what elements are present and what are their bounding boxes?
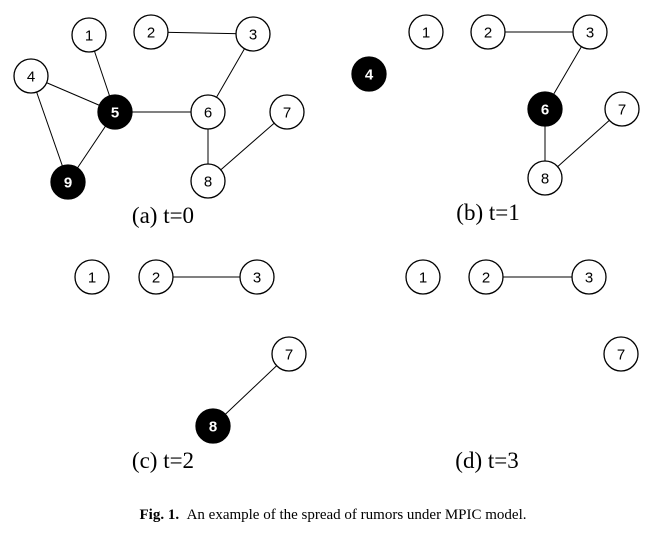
node-7: 7 <box>603 336 639 372</box>
node-label: 2 <box>484 25 492 42</box>
node-label: 4 <box>27 69 35 86</box>
node-1: 1 <box>71 17 107 53</box>
node-circle <box>235 16 271 52</box>
node-circle <box>190 94 226 130</box>
figure-caption: Fig. 1. An example of the spread of rumo… <box>0 507 666 524</box>
node-circle <box>468 259 504 295</box>
node-label: 1 <box>88 270 96 287</box>
panel-2: 1 2 3 4 6 7 8 (b) t=1 <box>351 14 640 225</box>
node-3: 3 <box>571 259 607 295</box>
node-label: 5 <box>111 105 119 122</box>
node-circle <box>239 259 275 295</box>
node-circle <box>572 14 608 50</box>
node-1: 1 <box>74 259 110 295</box>
node-label: 2 <box>147 25 155 42</box>
node-label: 8 <box>209 419 217 436</box>
node-circle <box>405 259 441 295</box>
node-circle <box>271 336 307 372</box>
node-circle <box>74 259 110 295</box>
node-label: 1 <box>422 25 430 42</box>
node-label: 6 <box>541 102 549 119</box>
node-label: 6 <box>204 105 212 122</box>
node-circle <box>604 91 640 127</box>
panel-label: (b) t=1 <box>456 200 519 225</box>
node-label: 7 <box>285 347 293 364</box>
rumor-spread-figure: 1 2 3 4 5 6 7 8 9 (a) t=0 1 2 3 4 6 7 8 (b) t=1 1 2 3 7 8 (c) t… <box>13 14 640 473</box>
node-label: 7 <box>618 102 626 119</box>
node-8: 8 <box>190 163 226 199</box>
node-circle <box>470 14 506 50</box>
node-circle <box>13 58 49 94</box>
node-1: 1 <box>405 259 441 295</box>
node-8: 8 <box>527 160 563 196</box>
caption-text: An example of the spread of rumors under… <box>186 507 527 523</box>
panel-3: 1 2 3 7 8 (c) t=2 <box>74 259 307 473</box>
node-3: 3 <box>235 16 271 52</box>
node-2: 2 <box>470 14 506 50</box>
infected-node-circle <box>527 91 563 127</box>
node-1: 1 <box>408 14 444 50</box>
node-7: 7 <box>604 91 640 127</box>
caption-prefix: Fig. 1. <box>139 507 180 523</box>
node-label: 3 <box>585 270 593 287</box>
node-label: 3 <box>249 27 257 44</box>
node-label: 3 <box>253 270 261 287</box>
node-circle <box>133 14 169 50</box>
infected-node-circle <box>50 164 86 200</box>
node-label: 8 <box>541 171 549 188</box>
node-circle <box>603 336 639 372</box>
node-2: 2 <box>468 259 504 295</box>
node-6: 6 <box>190 94 226 130</box>
panel-label: (a) t=0 <box>132 203 194 228</box>
node-circle <box>527 160 563 196</box>
node-circle <box>571 259 607 295</box>
node-label: 9 <box>64 175 72 192</box>
node-circle <box>408 14 444 50</box>
node-7: 7 <box>271 336 307 372</box>
node-label: 8 <box>204 174 212 191</box>
node-3: 3 <box>239 259 275 295</box>
node-circle <box>71 17 107 53</box>
node-4: 4 <box>13 58 49 94</box>
node-9: 9 <box>50 164 86 200</box>
node-circle <box>138 259 174 295</box>
node-label: 1 <box>85 28 93 45</box>
node-2: 2 <box>133 14 169 50</box>
panel-1: 1 2 3 4 5 6 7 8 9 (a) t=0 <box>13 14 305 228</box>
node-label: 7 <box>617 347 625 364</box>
infected-node-circle <box>97 94 133 130</box>
node-8: 8 <box>195 408 231 444</box>
infected-node-circle <box>195 408 231 444</box>
node-2: 2 <box>138 259 174 295</box>
node-4: 4 <box>351 56 387 92</box>
node-circle <box>190 163 226 199</box>
panel-label: (c) t=2 <box>132 448 194 473</box>
node-6: 6 <box>527 91 563 127</box>
node-label: 2 <box>482 270 490 287</box>
node-label: 7 <box>283 105 291 122</box>
node-7: 7 <box>269 94 305 130</box>
panel-label: (d) t=3 <box>455 448 518 473</box>
infected-node-circle <box>351 56 387 92</box>
edge-4-9 <box>30 75 69 183</box>
node-5: 5 <box>97 94 133 130</box>
node-3: 3 <box>572 14 608 50</box>
panel-4: 1 2 3 7 (d) t=3 <box>405 259 639 473</box>
node-label: 3 <box>586 25 594 42</box>
node-circle <box>269 94 305 130</box>
node-label: 2 <box>152 270 160 287</box>
node-label: 4 <box>365 67 374 84</box>
node-label: 1 <box>419 270 427 287</box>
